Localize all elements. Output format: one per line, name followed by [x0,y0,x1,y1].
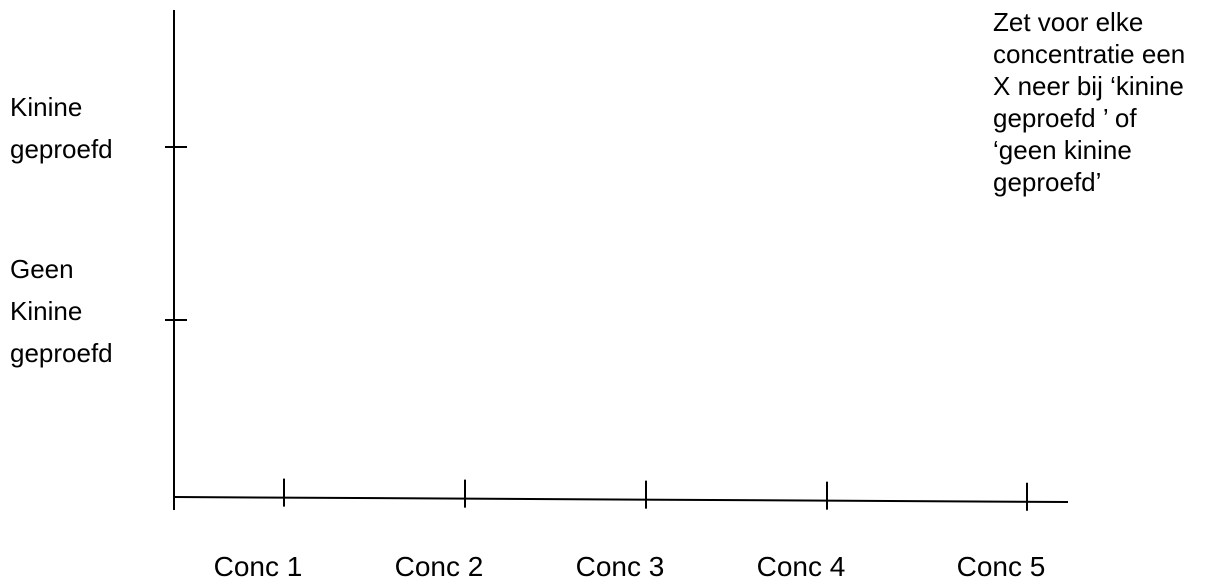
instruction-line: concentratie een [993,39,1186,69]
instruction-line: geproefd ’ of [993,103,1137,133]
x-tick-label: Conc 3 [576,551,665,581]
y-tick-label: geproefd [10,134,113,164]
y-tick-label: Geen [10,254,74,284]
y-tick-label: geproefd [10,338,113,368]
x-tick-label: Conc 1 [214,551,303,581]
y-tick-label: Kinine [10,92,82,122]
instruction-line: geproefd’ [993,167,1102,197]
x-tick-label: Conc 5 [957,551,1046,581]
instruction-line: Zet voor elke [993,7,1144,37]
instruction-line: X neer bij ‘kinine [993,71,1184,101]
x-ticks [283,478,1028,511]
x-tick-labels: Conc 1 Conc 2 Conc 3 Conc 4 Conc 5 [214,551,1046,581]
x-tick-label: Conc 2 [395,551,484,581]
x-axis [173,496,1069,503]
y-tick-label: Kinine [10,296,82,326]
y-tick-labels: Kinine geproefd Geen Kinine geproefd [10,92,113,368]
instruction-text: Zet voor elke concentratie een X neer bi… [993,6,1225,198]
x-tick-label: Conc 4 [757,551,846,581]
instruction-line: ‘geen kinine [993,135,1132,165]
y-ticks [165,146,187,321]
